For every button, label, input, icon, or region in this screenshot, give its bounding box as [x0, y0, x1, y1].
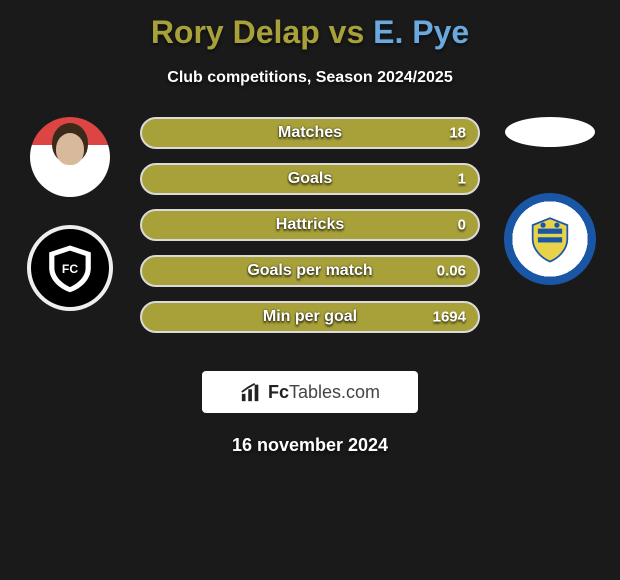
- stat-value-right: 1694: [433, 309, 466, 326]
- stat-label: Matches: [278, 124, 342, 142]
- left-column: FC: [10, 117, 130, 311]
- brand-text: FcTables.com: [268, 382, 380, 403]
- subtitle: Club competitions, Season 2024/2025: [0, 69, 620, 87]
- player1-name: Rory Delap: [151, 14, 320, 50]
- stat-value-right: 0.06: [437, 263, 466, 280]
- stat-row: Min per goal 1694: [140, 301, 480, 333]
- bar-chart-icon: [240, 381, 262, 403]
- crest-icon: [524, 213, 576, 265]
- stat-value-right: 18: [449, 125, 466, 142]
- player1-club-badge: FC: [27, 225, 113, 311]
- stat-row: Matches 18: [140, 117, 480, 149]
- stat-row: Goals per match 0.06: [140, 255, 480, 287]
- brand-prefix: Fc: [268, 382, 289, 402]
- shield-icon: FC: [44, 242, 96, 294]
- player2-club-badge: [504, 193, 596, 285]
- player2-name: E. Pye: [373, 14, 469, 50]
- stat-row: Goals 1: [140, 163, 480, 195]
- stat-label: Min per goal: [263, 308, 357, 326]
- stat-value-right: 1: [458, 171, 466, 188]
- stat-label: Goals: [288, 170, 332, 188]
- stat-label: Goals per match: [247, 262, 372, 280]
- svg-text:FC: FC: [62, 262, 78, 276]
- stat-row: Hattricks 0: [140, 209, 480, 241]
- player2-avatar: [505, 117, 595, 147]
- stat-label: Hattricks: [276, 216, 344, 234]
- brand-box[interactable]: FcTables.com: [202, 371, 418, 413]
- brand-suffix: Tables.com: [289, 382, 380, 402]
- player1-avatar: [30, 117, 110, 197]
- right-column: [490, 117, 610, 285]
- stat-value-right: 0: [458, 217, 466, 234]
- date-text: 16 november 2024: [0, 435, 620, 456]
- comparison-card: Rory Delap vs E. Pye Club competitions, …: [0, 0, 620, 580]
- page-title: Rory Delap vs E. Pye: [0, 14, 620, 51]
- stat-bars: Matches 18 Goals 1 Hattricks 0 Goals per match…: [140, 117, 480, 347]
- stats-area: FC Matches18Goals1Hattric: [0, 117, 620, 367]
- vs-text: vs: [329, 14, 365, 50]
